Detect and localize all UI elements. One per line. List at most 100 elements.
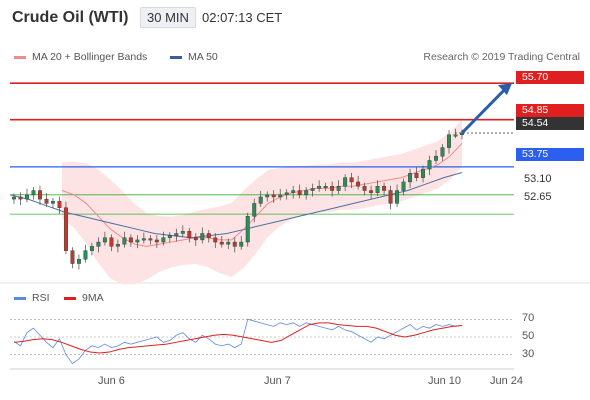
candle-body (89, 246, 94, 251)
candle-body (187, 231, 192, 238)
candle-body (453, 134, 458, 137)
ma50-line (9, 172, 463, 239)
candle-body (232, 241, 237, 247)
candle-body (76, 259, 81, 264)
candle-body (401, 181, 406, 191)
candle-body (330, 186, 335, 191)
candle-body (109, 237, 114, 247)
candle-body (375, 186, 380, 193)
candle-body (167, 235, 172, 238)
candle-body (284, 192, 289, 196)
candle-body (317, 186, 322, 189)
rsi-tick-70: 70 (522, 312, 535, 324)
candle-body (193, 237, 198, 241)
legend-9ma: 9MA (64, 292, 104, 304)
projection-arrow-shaft (460, 87, 508, 135)
candle-body (219, 241, 224, 245)
instrument-title: Crude Oil (WTI) (12, 9, 129, 26)
candle-body (31, 190, 36, 196)
candle-body (213, 237, 218, 243)
level-tag-53-75: 53.75 (516, 148, 584, 161)
candle-body (421, 168, 426, 178)
candle-body (148, 238, 153, 241)
x-tick-jun10: Jun 10 (428, 375, 462, 387)
candle-body (408, 173, 413, 183)
chart-header: Crude Oil (WTI) 30 MIN 02:07:13 CET (0, 0, 590, 36)
candle-body (83, 250, 88, 260)
candle-body (25, 194, 29, 200)
candle-body (57, 201, 62, 208)
candle-body (304, 190, 309, 196)
candle-body (434, 155, 438, 161)
candle-body (349, 177, 354, 183)
candle-body (369, 190, 374, 193)
candle-body (245, 216, 250, 243)
candle-body (297, 190, 302, 196)
candle-body (336, 186, 341, 191)
candle-body (226, 241, 231, 245)
ma50-label: MA 50 (188, 51, 218, 63)
ma20-line (61, 142, 463, 247)
candle-body (63, 207, 68, 251)
rsi-swatch (14, 296, 26, 300)
rsi-label: RSI (32, 292, 50, 304)
level-tag-54-85: 54.85 (516, 104, 584, 117)
time-label: 02:07:13 CET (202, 10, 283, 25)
candle-body (414, 173, 419, 178)
candle-body (12, 196, 16, 200)
candle-body (174, 233, 179, 236)
9ma-label: 9MA (82, 292, 104, 304)
candle-body (206, 233, 211, 238)
candle-body (44, 198, 49, 204)
legend-ma20: MA 20 + Bollinger Bands (14, 51, 147, 63)
level-label-52-65: 52.65 (524, 191, 552, 203)
candle-body (180, 231, 185, 234)
candle-body (154, 239, 159, 243)
candle-body (278, 194, 283, 198)
candle-body (115, 244, 120, 247)
last-price-tag: 54.54 (516, 117, 584, 130)
candle-body (388, 190, 393, 204)
rsi-line (13, 318, 463, 365)
candle-body (323, 186, 328, 188)
9ma-swatch (64, 296, 76, 300)
candle-body (200, 233, 205, 241)
x-tick-jun7: Jun 7 (264, 375, 291, 387)
legend-rsi: RSI (14, 292, 50, 304)
candle-body (141, 238, 146, 241)
candle-body (239, 241, 244, 247)
candle-body (265, 194, 270, 198)
rsi-9ma-line (13, 322, 463, 354)
candle-body (310, 188, 315, 191)
timeframe-badge[interactable]: 30 MIN (140, 7, 196, 28)
candle-body (252, 203, 257, 217)
candle-body (395, 190, 400, 204)
candle-body (102, 237, 107, 243)
level-label-53-10: 53.10 (524, 173, 552, 185)
candle-body (271, 194, 276, 198)
rsi-tick-50: 50 (522, 330, 535, 342)
candle-body (128, 237, 133, 243)
candle-body (382, 186, 387, 191)
ma50-swatch (170, 55, 182, 59)
legend-ma50: MA 50 (170, 51, 218, 63)
candle-body (343, 177, 348, 187)
credit-text: Research © 2019 Trading Central (423, 51, 580, 63)
candle-body (70, 250, 75, 264)
ma20-label: MA 20 + Bollinger Bands (32, 51, 148, 63)
x-tick-jun24: Jun 24 (490, 375, 524, 387)
candle-body (362, 186, 367, 191)
candle-body (38, 190, 42, 200)
candle-body (18, 196, 23, 200)
candle-body (161, 237, 166, 243)
level-tag-55-70: 55.70 (516, 71, 584, 84)
candle-body (440, 147, 445, 157)
candle-body (291, 190, 296, 193)
x-tick-jun6: Jun 6 (98, 375, 125, 387)
projection-arrow-head (498, 83, 512, 96)
candle-body (135, 239, 140, 243)
candle-body (356, 181, 361, 187)
candle-body (122, 237, 127, 245)
ma20-swatch (14, 55, 26, 59)
